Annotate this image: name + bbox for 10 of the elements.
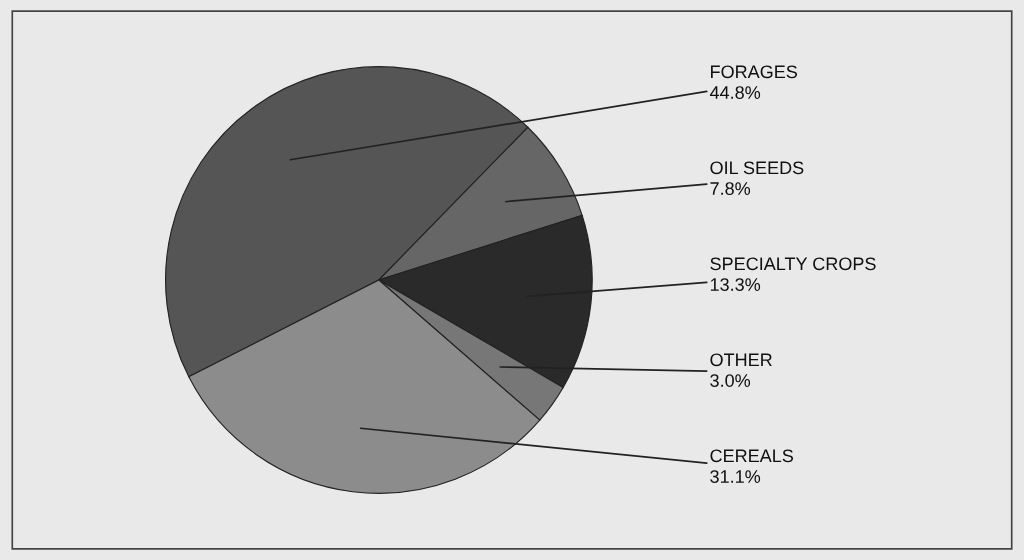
data-label: 7.8% — [710, 182, 751, 195]
slice-label: CEREALS — [710, 449, 794, 463]
slice-label: FORAGES — [711, 65, 797, 79]
data-label: 31.1% — [710, 470, 761, 483]
data-label: 13.3% — [710, 278, 761, 291]
data-label: 3.0% — [710, 374, 751, 387]
slice-label: OTHER — [710, 353, 772, 367]
data-label: 44.8% — [709, 86, 761, 99]
slice-label: OIL SEEDS — [710, 161, 804, 175]
slice-label: SPECIALTY CROPS — [710, 257, 876, 271]
